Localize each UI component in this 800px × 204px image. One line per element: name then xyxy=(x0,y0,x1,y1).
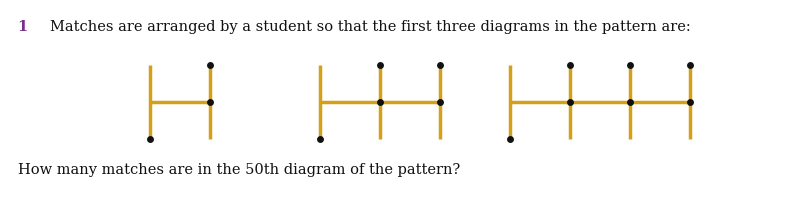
Text: How many matches are in the 50th diagram of the pattern?: How many matches are in the 50th diagram… xyxy=(18,163,460,177)
Text: Matches are arranged by a student so that the first three diagrams in the patter: Matches are arranged by a student so tha… xyxy=(50,20,690,34)
Text: 1: 1 xyxy=(18,20,28,34)
